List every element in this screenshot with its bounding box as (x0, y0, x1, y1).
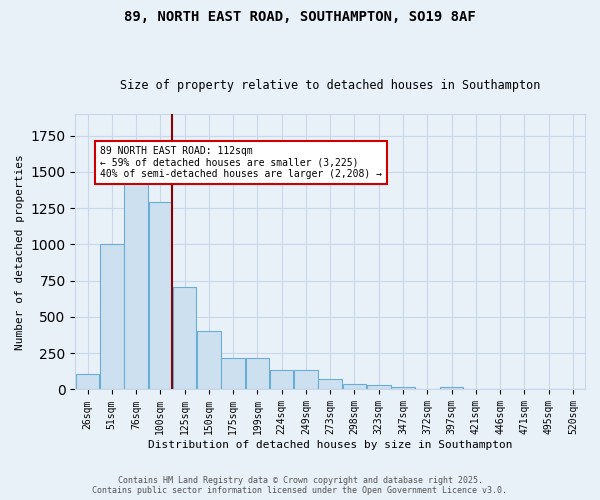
Title: Size of property relative to detached houses in Southampton: Size of property relative to detached ho… (120, 79, 541, 92)
Bar (173, 286, 196, 390)
Bar (391, 386, 415, 390)
Text: 89, NORTH EAST ROAD, SOUTHAMPTON, SO19 8AF: 89, NORTH EAST ROAD, SOUTHAMPTON, SO19 8… (124, 10, 476, 24)
Bar (319, 378, 342, 390)
Bar (294, 370, 318, 390)
Y-axis label: Number of detached properties: Number of detached properties (15, 154, 25, 350)
Bar (197, 331, 221, 390)
X-axis label: Distribution of detached houses by size in Southampton: Distribution of detached houses by size … (148, 440, 512, 450)
Text: Contains HM Land Registry data © Crown copyright and database right 2025.
Contai: Contains HM Land Registry data © Crown c… (92, 476, 508, 495)
Bar (440, 386, 463, 390)
Bar (149, 202, 172, 390)
Bar (415, 388, 439, 390)
Bar (245, 358, 269, 390)
Bar (221, 358, 245, 390)
Bar (343, 384, 366, 390)
Bar (367, 385, 391, 390)
Text: 89 NORTH EAST ROAD: 112sqm
← 59% of detached houses are smaller (3,225)
40% of s: 89 NORTH EAST ROAD: 112sqm ← 59% of deta… (100, 146, 382, 179)
Bar (76, 374, 100, 390)
Bar (124, 172, 148, 390)
Bar (270, 370, 293, 390)
Bar (100, 244, 124, 390)
